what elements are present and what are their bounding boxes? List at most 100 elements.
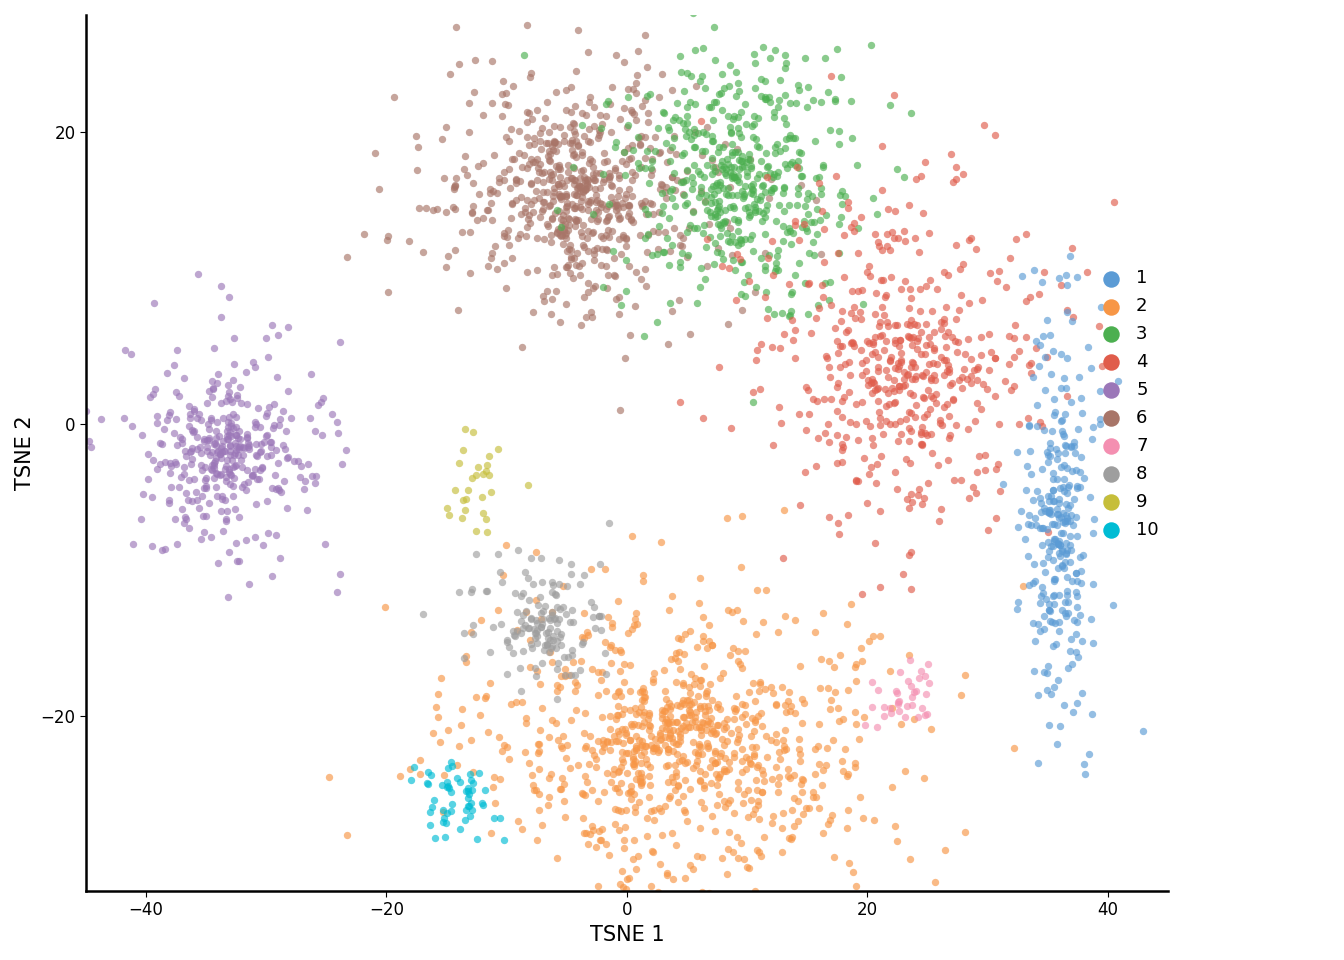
Point (196, 416, 218, 431)
Point (676, 692, 698, 708)
Point (621, 188, 642, 204)
Point (613, 229, 634, 245)
Point (319, 770, 340, 785)
Point (624, 804, 645, 820)
Point (1060, 438, 1082, 453)
Point (1055, 438, 1077, 453)
Point (720, 187, 742, 203)
Point (207, 415, 228, 430)
Point (900, 544, 922, 560)
Point (859, 258, 880, 274)
Point (1028, 286, 1050, 301)
Point (663, 743, 684, 758)
Point (563, 124, 585, 139)
Point (699, 229, 720, 245)
Point (702, 152, 723, 167)
Point (712, 103, 734, 118)
Point (121, 419, 142, 434)
Point (457, 783, 478, 799)
Point (767, 784, 789, 800)
Point (730, 129, 751, 144)
Point (827, 427, 848, 443)
Point (579, 827, 601, 842)
Point (612, 879, 633, 895)
Point (722, 148, 743, 163)
Point (742, 130, 763, 145)
Point (679, 623, 700, 638)
Point (883, 396, 905, 411)
Point (706, 94, 727, 109)
Point (954, 667, 976, 683)
Point (695, 707, 716, 722)
Point (1060, 313, 1082, 328)
Point (766, 136, 788, 152)
Point (652, 177, 673, 192)
Point (731, 254, 753, 270)
Point (1034, 382, 1055, 397)
Point (618, 870, 640, 885)
Point (913, 491, 934, 506)
Point (632, 684, 653, 699)
Point (755, 583, 777, 598)
Point (872, 343, 894, 358)
Point (691, 884, 712, 900)
Point (249, 420, 270, 435)
Point (472, 490, 493, 505)
Point (692, 634, 714, 649)
Point (997, 328, 1019, 344)
Point (466, 831, 488, 847)
Point (617, 117, 638, 132)
Point (1043, 588, 1064, 603)
Point (732, 613, 754, 629)
Point (620, 684, 641, 699)
Point (762, 180, 784, 196)
Point (668, 778, 689, 793)
Point (804, 766, 825, 781)
Point (845, 674, 867, 689)
Point (581, 594, 602, 610)
Point (628, 766, 649, 781)
Point (245, 529, 266, 544)
Point (655, 758, 676, 774)
Point (710, 701, 731, 716)
Point (720, 726, 742, 741)
Point (555, 83, 577, 98)
Point (704, 824, 726, 839)
Point (219, 385, 241, 400)
Point (399, 233, 421, 249)
Point (583, 100, 605, 115)
Point (523, 778, 544, 793)
Point (1044, 404, 1066, 420)
Point (520, 612, 542, 627)
Point (487, 546, 508, 562)
Point (571, 202, 593, 217)
Point (219, 447, 241, 463)
Point (702, 167, 723, 182)
Point (430, 734, 452, 750)
Point (618, 205, 640, 221)
Point (501, 121, 523, 136)
Point (614, 190, 636, 205)
Point (612, 195, 633, 210)
Point (839, 855, 860, 871)
Point (805, 193, 827, 208)
Point (563, 117, 585, 132)
Point (621, 211, 642, 227)
Point (1035, 564, 1056, 580)
Point (879, 352, 900, 368)
Point (851, 395, 872, 410)
Point (737, 168, 758, 183)
Point (206, 479, 227, 494)
Point (558, 649, 579, 664)
Point (540, 138, 562, 154)
Point (675, 172, 696, 187)
Point (1034, 622, 1055, 637)
Point (707, 201, 728, 216)
Point (456, 802, 477, 817)
Point (747, 684, 769, 699)
Point (747, 708, 769, 724)
Point (900, 372, 922, 387)
Point (621, 783, 642, 799)
Point (715, 168, 737, 183)
Point (542, 212, 563, 228)
